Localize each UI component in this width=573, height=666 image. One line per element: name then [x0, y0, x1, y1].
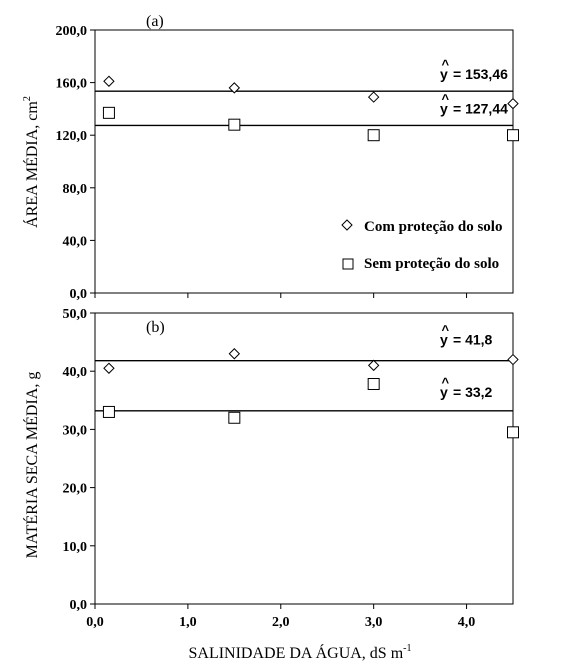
fit-equation-symbol: y — [440, 66, 448, 82]
panel-a-y-axis-title: ÁREA MÉDIA, cm2 — [22, 96, 41, 228]
y-tick-label: 30,0 — [63, 423, 88, 438]
fit-equation-hat: ^ — [442, 91, 450, 106]
fit-equation-label: = 153,46 — [453, 66, 508, 82]
x-tick-label: 1,0 — [179, 615, 197, 630]
diamond-point — [367, 359, 380, 372]
y-tick-label: 10,0 — [63, 540, 88, 555]
fit-equation-hat: ^ — [442, 57, 450, 72]
legend-square-marker — [342, 258, 354, 270]
x-tick-label: 3,0 — [365, 615, 383, 630]
diamond-point — [507, 353, 519, 366]
panel-a-frame — [94, 29, 514, 294]
fit-equation-label: = 33,2 — [453, 384, 493, 400]
panel-b-y-axis-title: MATÉRIA SECA MÉDIA, g — [22, 372, 41, 559]
diamond-point — [228, 82, 241, 94]
panel-b-label: (b) — [146, 319, 165, 336]
legend: Com proteção do solo Sem proteção do sol… — [341, 219, 502, 272]
y-tick-label: 20,0 — [63, 482, 88, 497]
y-tick-label: 0,0 — [70, 598, 88, 613]
y-tick-label: 160,0 — [56, 77, 88, 92]
diamond-point — [367, 91, 380, 103]
y-tick-label: 40,0 — [63, 234, 88, 249]
fit-equation-label: = 41,8 — [453, 332, 493, 348]
x-axis-title: SALINIDADE DA ÁGUA, dS m-1 — [188, 643, 411, 662]
diamond-point — [228, 348, 241, 360]
square-point — [367, 129, 380, 142]
square-point — [367, 378, 380, 391]
panel-b: (b) 0,0 10,0 20,0 30,0 40,0 50,0 0,0 1,0 2,0 3,0… — [22, 307, 519, 662]
fit-equation-symbol: y — [440, 100, 448, 116]
panel-a-label: (a) — [146, 13, 164, 30]
panel-b-frame — [94, 312, 514, 605]
diamond-point — [507, 97, 519, 110]
square-point — [228, 118, 241, 131]
legend-diamond-marker — [341, 219, 353, 231]
diamond-point — [103, 75, 115, 87]
fit-equation-label: = 127,44 — [453, 100, 508, 116]
square-point — [102, 106, 115, 119]
legend-label-com-protecao: Com proteção do solo — [364, 219, 502, 235]
y-tick-label: 50,0 — [63, 307, 88, 322]
diamond-point — [103, 362, 115, 374]
y-tick-label: 120,0 — [56, 129, 88, 144]
square-point — [228, 411, 241, 424]
fit-equation-hat: ^ — [442, 375, 450, 390]
fit-equation-hat: ^ — [442, 323, 450, 338]
legend-label-sem-protecao: Sem proteção do solo — [364, 256, 499, 272]
x-tick-label: 4,0 — [458, 615, 476, 630]
fit-equation-symbol: y — [440, 332, 448, 348]
square-point — [507, 129, 519, 142]
x-tick-label: 2,0 — [272, 615, 290, 630]
y-tick-label: 40,0 — [63, 365, 88, 380]
y-tick-label: 80,0 — [63, 182, 88, 197]
y-tick-label: 200,0 — [56, 24, 88, 39]
y-tick-label: 0,0 — [70, 287, 88, 302]
fit-equation-symbol: y — [440, 384, 448, 400]
square-point — [507, 426, 519, 439]
x-tick-label: 0,0 — [86, 615, 104, 630]
square-point — [102, 405, 115, 418]
